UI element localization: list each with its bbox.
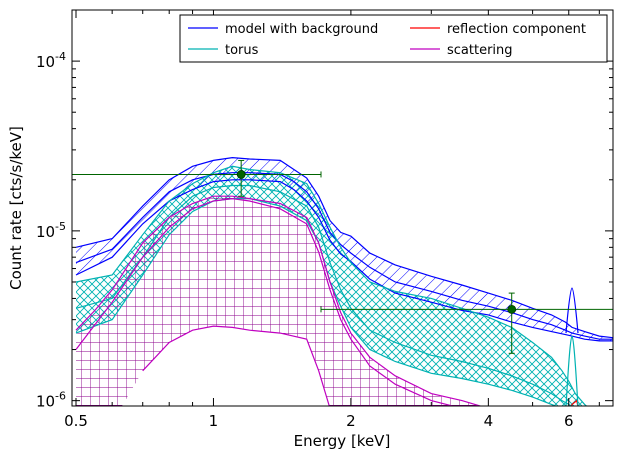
axis-tick-labels: 0.5 1 2 4 6 10-6 10-5 10-4 (36, 50, 574, 430)
model-with-background-line (75, 172, 613, 340)
torus-lower-line (75, 198, 558, 406)
torus-line (75, 184, 572, 406)
reflection-component-line (571, 399, 579, 406)
x-tick-label: 6 (564, 412, 574, 430)
scattering-upper-line (75, 195, 483, 406)
model-with-background-line-peak (565, 287, 579, 334)
y-tick-label: 10-6 (36, 390, 66, 411)
data-points (72, 159, 613, 354)
torus-band (76, 166, 587, 406)
legend: model with background reflection componen… (179, 14, 608, 63)
data-point-marker (236, 170, 246, 179)
data-point-2 (320, 292, 613, 354)
axis-ticks (72, 9, 613, 406)
scattering-band (76, 196, 481, 406)
torus-line-peak (565, 335, 579, 406)
legend-label-reflection-component: reflection component (447, 22, 586, 37)
x-tick-label: 2 (346, 412, 356, 430)
data-point-marker (507, 304, 517, 314)
model-lines (75, 156, 613, 406)
x-tick-label: 4 (484, 412, 494, 430)
model-with-background-band (76, 157, 613, 341)
plot-frame (71, 9, 614, 407)
y-tick-label: 10-5 (36, 220, 66, 241)
y-tick-label: 10-4 (36, 50, 66, 71)
legend-label-torus: torus (225, 43, 259, 58)
uncertainty-bands (76, 157, 613, 406)
data-point-1 (72, 159, 322, 197)
x-axis-label: Energy [keV] (294, 432, 391, 450)
legend-box (179, 14, 608, 63)
legend-label-model-with-background: model with background (225, 22, 378, 37)
torus-upper-line (75, 165, 588, 406)
scattering-lower-line (142, 325, 330, 406)
legend-label-scattering: scattering (447, 43, 513, 58)
x-tick-label: 1 (209, 412, 219, 430)
model-with-background-upper-line (75, 156, 613, 339)
scattering-line (75, 197, 455, 406)
x-tick-label: 0.5 (64, 412, 88, 430)
model-with-background-lower-line (75, 179, 613, 342)
y-axis-label: Count rate [cts/s/keV] (7, 126, 25, 290)
